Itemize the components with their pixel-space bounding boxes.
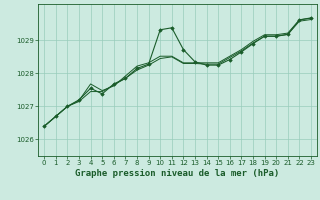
X-axis label: Graphe pression niveau de la mer (hPa): Graphe pression niveau de la mer (hPa)	[76, 169, 280, 178]
